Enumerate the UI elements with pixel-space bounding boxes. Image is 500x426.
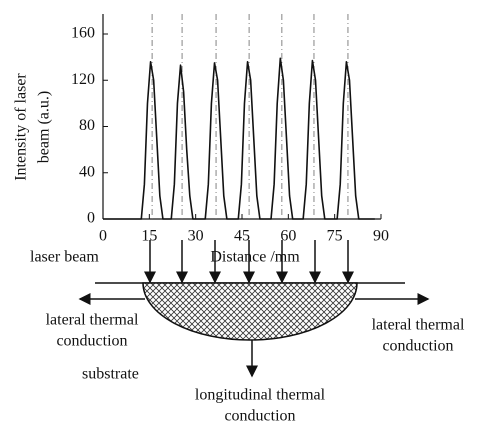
x-tick-label: 90 xyxy=(373,228,389,245)
lateral-label: lateral thermal xyxy=(372,317,465,334)
x-tick-label: 30 xyxy=(188,228,204,245)
x-tick-label: 15 xyxy=(141,228,157,245)
y-tick-label: 0 xyxy=(87,210,95,227)
y-axis-label: beam (a.u.) xyxy=(36,91,53,163)
lateral-label: conduction xyxy=(382,338,453,355)
lateral-label: conduction xyxy=(56,333,127,350)
x-tick-label: 0 xyxy=(99,228,107,245)
lateral-label: lateral thermal xyxy=(46,312,139,329)
x-axis-label: Distance /mm xyxy=(210,249,300,266)
laser-beam-label: laser beam xyxy=(30,249,99,266)
y-axis-label: Intensity of laser xyxy=(13,73,30,181)
x-tick-label: 45 xyxy=(234,228,250,245)
y-tick-label: 120 xyxy=(71,71,95,88)
x-tick-label: 75 xyxy=(327,228,343,245)
diagram xyxy=(78,240,430,378)
intensity-line xyxy=(103,57,375,220)
y-tick-label: 160 xyxy=(71,25,95,42)
substrate-label: substrate xyxy=(82,366,139,383)
x-tick-label: 60 xyxy=(280,228,296,245)
longitudinal-label: conduction xyxy=(224,408,295,425)
y-tick-label: 40 xyxy=(79,163,95,180)
y-tick-label: 80 xyxy=(79,117,95,134)
longitudinal-label: longitudinal thermal xyxy=(195,387,326,404)
melt-pool xyxy=(142,282,358,341)
